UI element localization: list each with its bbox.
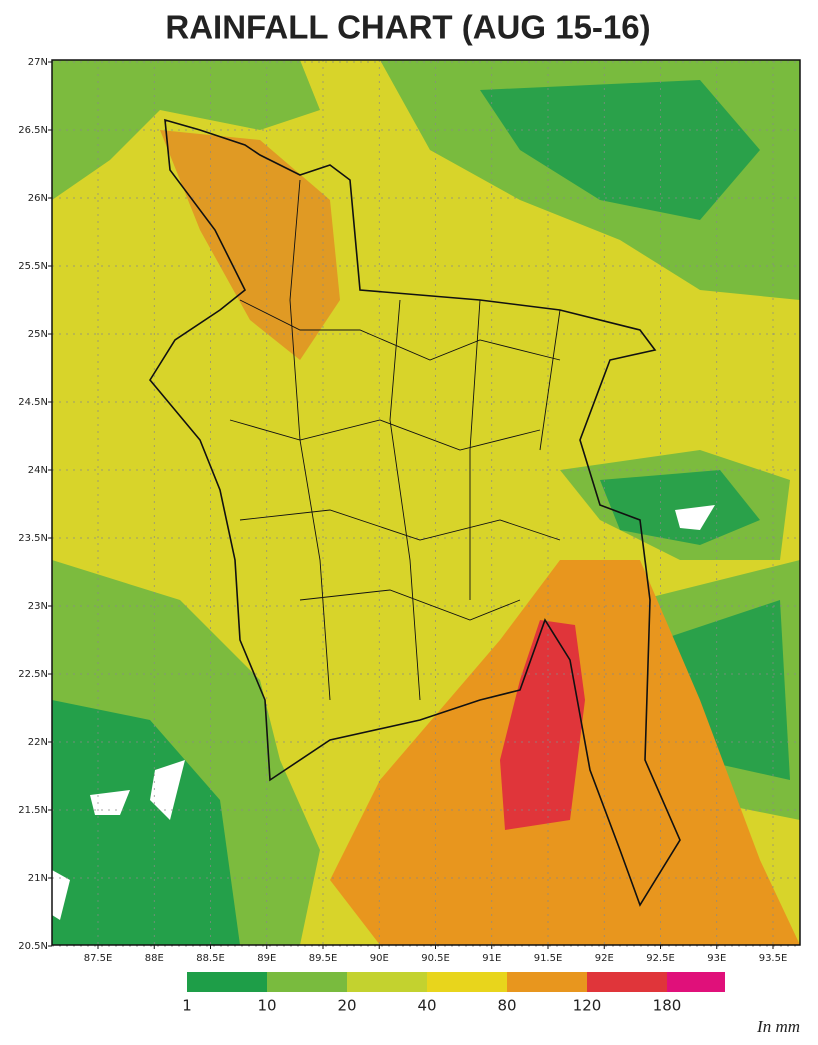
colorbar-label: 180 <box>653 997 682 1015</box>
colorbar-label: 80 <box>497 997 516 1015</box>
colorbar-label: 1 <box>182 997 192 1015</box>
country-outline <box>149 118 681 907</box>
lon-label: 90.5E <box>421 953 450 964</box>
lat-label: 23.5N <box>18 533 48 544</box>
lon-label: 88.5E <box>196 953 225 964</box>
colorbar-swatch <box>267 972 347 992</box>
colorbar-swatch <box>507 972 587 992</box>
lon-label: 89E <box>257 953 276 964</box>
lat-label: 21.5N <box>18 805 48 816</box>
colorbar-label: 10 <box>257 997 276 1015</box>
lat-label: 21N <box>28 873 48 884</box>
grid <box>52 60 800 947</box>
colorbar-swatch <box>187 972 267 992</box>
lon-label: 93.5E <box>759 953 788 964</box>
colorbar: 1 10 20 40 80 120 180 <box>182 972 725 1015</box>
lat-label: 22.5N <box>18 669 48 680</box>
colorbar-swatch <box>667 972 725 992</box>
district-boundaries <box>229 179 561 701</box>
lat-label: 24.5N <box>18 397 48 408</box>
colorbar-label: 40 <box>417 997 436 1015</box>
lat-label: 25.5N <box>18 261 48 272</box>
lon-label: 91E <box>482 953 501 964</box>
lat-label: 26.5N <box>18 125 48 136</box>
lat-label: 26N <box>28 193 48 204</box>
colorbar-label: 120 <box>573 997 602 1015</box>
lon-label: 93E <box>707 953 726 964</box>
lon-label: 88E <box>145 953 164 964</box>
lon-label: 92E <box>595 953 614 964</box>
lat-label: 20.5N <box>18 941 48 952</box>
lat-label: 22N <box>28 737 48 748</box>
title: RAINFALL CHART (AUG 15-16) <box>165 9 650 46</box>
colorbar-swatch <box>587 972 667 992</box>
map-frame <box>51 59 801 946</box>
lon-label: 92.5E <box>646 953 675 964</box>
lat-label: 25N <box>28 329 48 340</box>
rainfall-field <box>52 60 800 945</box>
lon-label: 89.5E <box>309 953 338 964</box>
lat-label: 23N <box>28 601 48 612</box>
colorbar-swatch <box>427 972 507 992</box>
colorbar-label: 20 <box>337 997 356 1015</box>
lon-label: 87.5E <box>84 953 113 964</box>
lat-label: 24N <box>28 465 48 476</box>
unit-label: In mm <box>756 1017 800 1036</box>
lat-label: 27N <box>28 57 48 68</box>
colorbar-swatch <box>347 972 427 992</box>
lon-label: 91.5E <box>534 953 563 964</box>
lon-label: 90E <box>370 953 389 964</box>
